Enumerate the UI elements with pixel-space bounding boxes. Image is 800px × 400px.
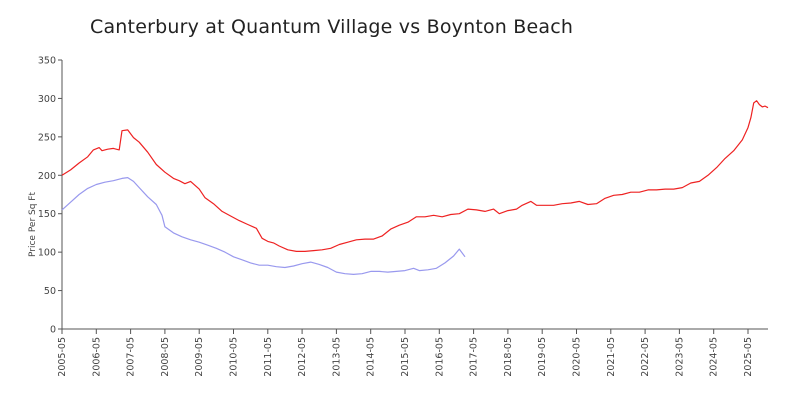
x-tick-label: 2010-05 [228,337,239,377]
x-tick-label: 2024-05 [709,337,720,377]
series-line-2 [61,177,466,275]
y-tick-label: 150 [38,209,56,220]
axes: 0 50 100 150 200 250 300 350 2005-05 2006-05 2007-… [38,56,768,377]
x-tick-label: 2020-05 [571,337,582,377]
x-tick-label: 2019-05 [537,337,548,377]
series-line-1 [61,100,769,252]
x-tick-label: 2006-05 [91,337,102,377]
y-tick-label: 350 [38,56,56,67]
series-layer [61,100,769,275]
y-tick-label: 50 [44,286,56,297]
x-tick-label: 2018-05 [503,337,514,377]
x-tick-label: 2009-05 [194,337,205,377]
x-tick-label: 2022-05 [640,337,651,377]
chart-title: Canterbury at Quantum Village vs Boynton… [90,16,574,38]
x-tick-label: 2023-05 [674,337,685,377]
x-tick-label: 2015-05 [400,337,411,377]
x-tick-label: 2005-05 [57,337,68,377]
y-axis-title: Price Per Sq Ft [28,192,38,257]
y-tick-label: 100 [38,248,56,259]
x-tick-label: 2021-05 [606,337,617,377]
x-tick-label: 2014-05 [366,337,377,377]
y-tick-label: 300 [38,94,56,105]
x-tick-label: 2008-05 [160,337,171,377]
x-tick-label: 2012-05 [297,337,308,377]
x-tick-label: 2025-05 [743,337,754,377]
y-tick-label: 250 [38,132,56,143]
x-tick-label: 2007-05 [126,337,137,377]
x-tick-label: 2017-05 [469,337,480,377]
x-tick-label: 2013-05 [331,337,342,377]
y-tick-label: 200 [38,171,56,182]
y-tick-label: 0 [50,325,56,336]
x-tick-label: 2011-05 [263,337,274,377]
x-tick-label: 2016-05 [434,337,445,377]
